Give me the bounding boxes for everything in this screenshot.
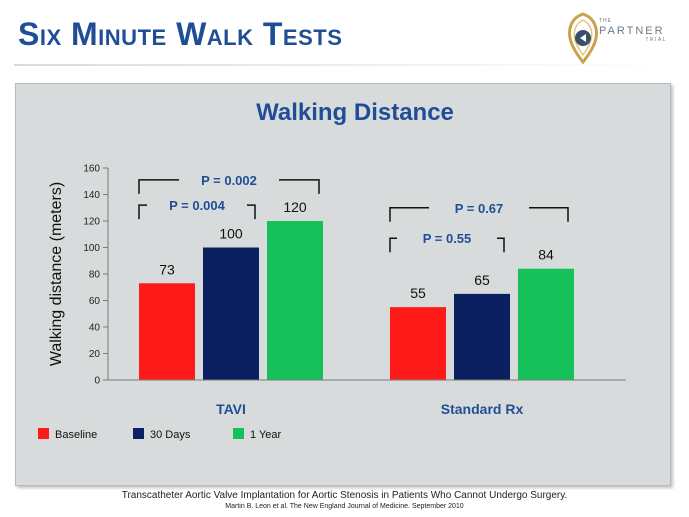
- y-axis-label: Walking distance (meters): [48, 182, 65, 366]
- citation-authors: Martin B. Leon et al. The New England Jo…: [225, 503, 464, 510]
- citation-title: Transcatheter Aortic Valve Implantation …: [121, 490, 568, 501]
- y-tick-label: 40: [89, 323, 101, 334]
- y-tick-label: 140: [83, 190, 100, 201]
- significance-bracket: [138, 179, 320, 194]
- walking-distance-chart: Walking Distance 0 20 40 60 80 100 120 140 160 Wal…: [38, 99, 626, 441]
- legend-label: Baseline: [55, 429, 97, 441]
- bar-30-days-tavi: [203, 247, 259, 380]
- category-label: TAVI: [216, 401, 246, 417]
- p-value-label: P = 0.002: [201, 173, 257, 188]
- y-tick-label: 120: [83, 217, 100, 228]
- title-divider: [14, 64, 676, 66]
- slide-title: Six Minute Walk Tests: [18, 16, 343, 52]
- chart-panel: Walking Distance 0 20 40 60 80 100 120 140 160 Wal…: [15, 83, 671, 486]
- chart-title: Walking Distance: [256, 99, 454, 126]
- bar-baseline-tavi: [139, 283, 195, 380]
- logo-name-text: PARTNER: [599, 25, 665, 37]
- partner-logo-icon: [568, 12, 598, 65]
- y-tick-label: 60: [89, 296, 101, 307]
- legend-swatch: [38, 428, 49, 439]
- bar-30-days-standard-rx: [454, 293, 510, 380]
- y-tick-label: 100: [83, 243, 100, 254]
- bar-data-label: 55: [410, 285, 426, 301]
- y-tick-label: 20: [89, 349, 101, 360]
- bar-1-year-standard-rx: [518, 268, 574, 380]
- category-label: Standard Rx: [441, 401, 524, 417]
- bar-baseline-standard-rx: [390, 307, 446, 380]
- bar-data-label: 120: [283, 199, 307, 215]
- partner-trial-logo: THE PARTNER TRIAL: [563, 8, 681, 68]
- bar-data-label: 65: [474, 272, 490, 288]
- y-tick-label: 0: [94, 376, 100, 387]
- p-value-label: P = 0.004: [169, 198, 226, 213]
- significance-bracket: [389, 237, 505, 253]
- p-value-label: P = 0.67: [455, 201, 504, 216]
- logo-the-text: THE: [599, 18, 612, 24]
- legend-label: 30 Days: [150, 429, 191, 441]
- bar-data-label: 73: [159, 261, 175, 277]
- significance-bracket: [138, 204, 256, 220]
- logo-trial-text: TRIAL: [645, 37, 667, 43]
- y-tick-label: 80: [89, 270, 101, 281]
- legend-label: 1 Year: [250, 429, 282, 441]
- y-tick-label: 160: [83, 164, 100, 175]
- legend-swatch: [133, 428, 144, 439]
- legend-swatch: [233, 428, 244, 439]
- bar-data-label: 84: [538, 247, 554, 263]
- significance-bracket: [389, 207, 569, 222]
- bar-1-year-tavi: [267, 221, 323, 380]
- p-value-label: P = 0.55: [423, 231, 472, 246]
- bar-data-label: 100: [219, 226, 243, 242]
